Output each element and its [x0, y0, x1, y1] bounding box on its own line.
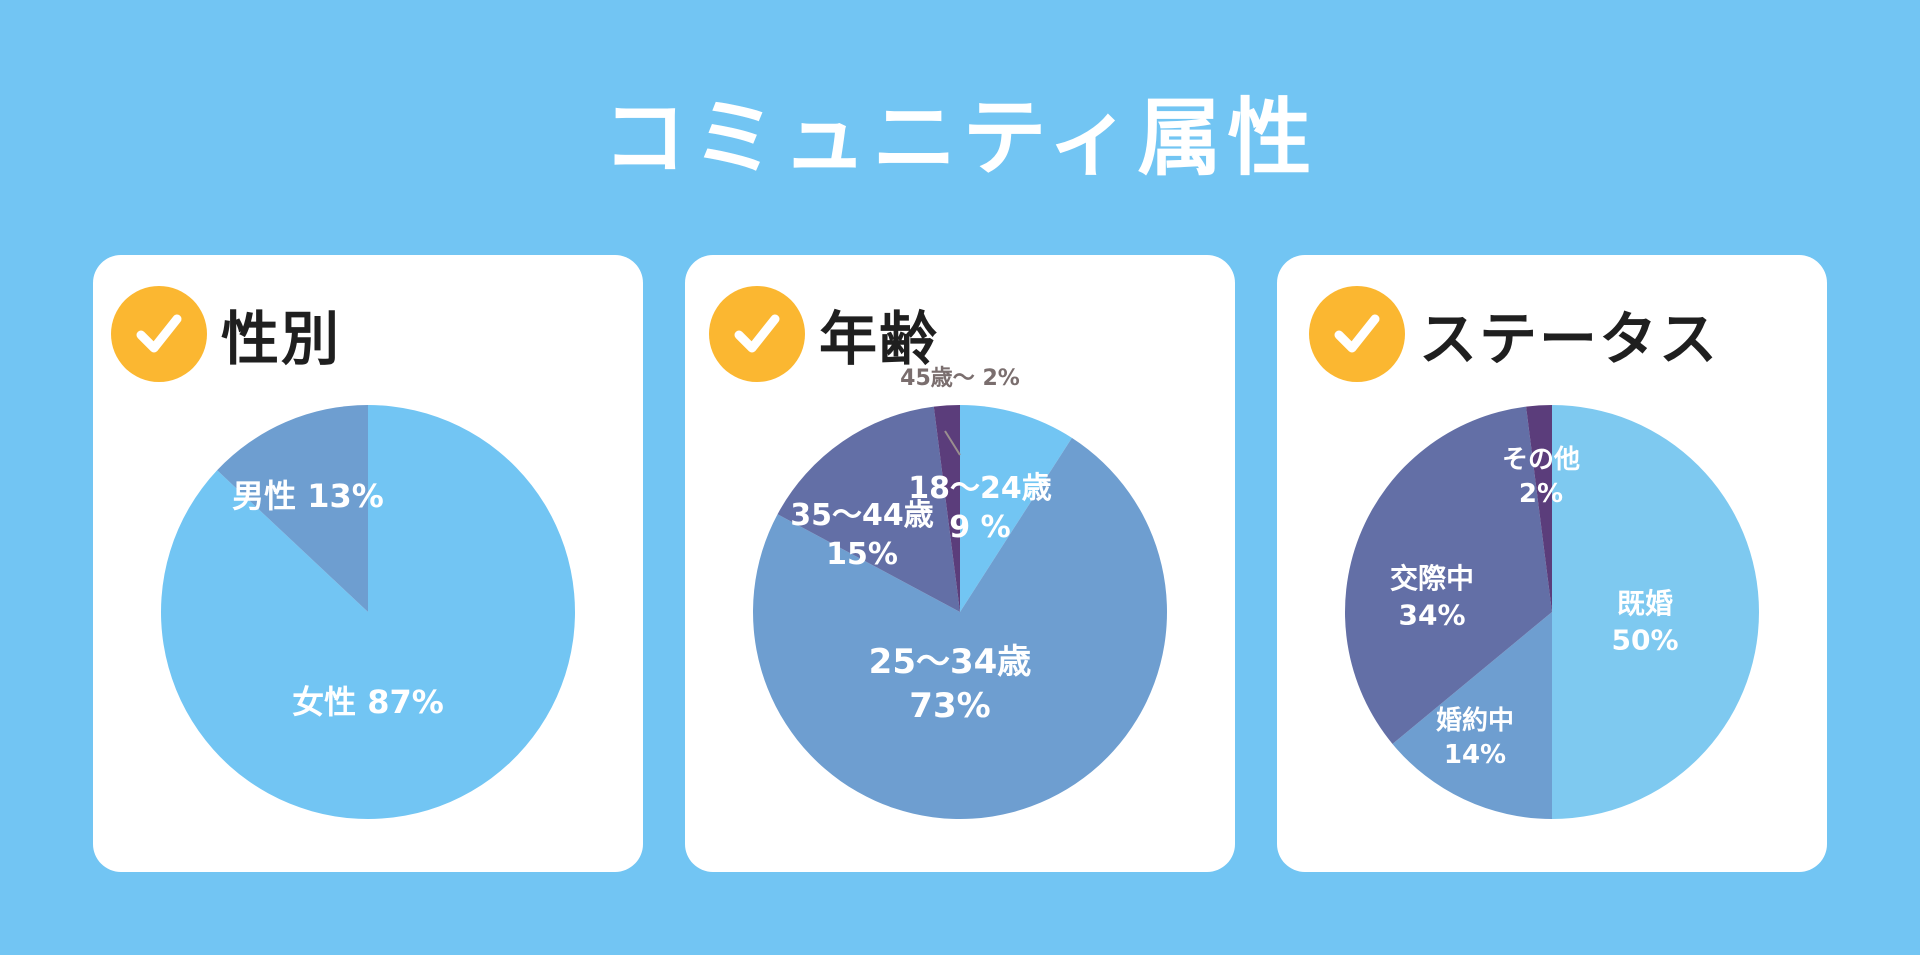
leader-line	[944, 430, 961, 456]
status-card: 既婚 50% 婚約中 14% 交際中 34% その他 2% ステータス	[1277, 255, 1827, 872]
slice-label-男性: 男性 13%	[232, 477, 384, 515]
check-icon	[1309, 286, 1405, 382]
slice-label-交際中: 交際中 34%	[1390, 562, 1474, 631]
page-title: コミュニティ属性	[602, 89, 1318, 187]
pie-slice-25〜34歳	[753, 437, 1167, 820]
age-card: 18〜24歳 9 % 25〜34歳 73% 35〜44歳 15% 45歳〜 2% 年齢	[685, 255, 1235, 872]
pie-slice-18〜24歳	[960, 405, 1072, 612]
slice-label-既婚: 既婚 50%	[1611, 587, 1678, 656]
slice-label-45歳〜: 45歳〜 2%	[900, 366, 1020, 391]
age-card-title: 年齢	[819, 305, 940, 373]
status-card-header: ステータス	[1309, 286, 1719, 382]
gender-pie-chart: 女性 87% 男性 13%	[160, 405, 575, 819]
check-icon	[111, 286, 207, 382]
gender-card-title: 性別	[221, 305, 342, 373]
gender-card: 女性 87% 男性 13% 性別	[93, 255, 643, 872]
slice-label-婚約中: 婚約中 14%	[1436, 705, 1514, 770]
age-pie-chart: 18〜24歳 9 % 25〜34歳 73% 35〜44歳 15% 45歳〜 2%	[753, 366, 1167, 820]
pie-slice-男性	[217, 405, 368, 612]
pie-slice-婚約中	[1392, 612, 1552, 819]
status-pie-chart: 既婚 50% 婚約中 14% 交際中 34% その他 2%	[1345, 405, 1759, 819]
slice-label-35〜44歳: 35〜44歳 15%	[790, 498, 934, 572]
pie-slice-45歳〜	[933, 405, 960, 612]
slice-label-女性: 女性 87%	[292, 683, 444, 721]
pie-slice-交際中	[1345, 406, 1552, 744]
age-card-header: 年齢	[709, 286, 939, 382]
slice-label-25〜34歳: 25〜34歳 73%	[869, 642, 1032, 726]
gender-card-header: 性別	[111, 286, 341, 382]
pie-slice-その他	[1526, 405, 1552, 612]
pie-slice-既婚	[1552, 405, 1759, 819]
slice-label-その他: その他 2%	[1502, 445, 1580, 509]
slice-label-18〜24歳: 18〜24歳 9 %	[908, 471, 1052, 545]
pie-slice-35〜44歳	[777, 406, 960, 612]
check-icon	[709, 286, 805, 382]
status-card-title: ステータス	[1419, 305, 1720, 373]
